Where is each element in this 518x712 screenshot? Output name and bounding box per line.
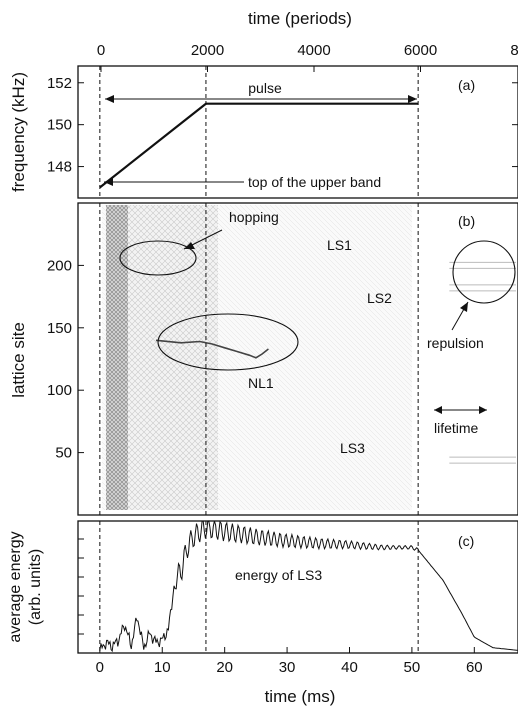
- ls3-label: LS3: [340, 440, 365, 456]
- repulsion-circle: [452, 240, 516, 304]
- panel-c-series: [99, 520, 518, 653]
- panel-b-frame: [77, 202, 518, 516]
- repulsion-arrowhead: [460, 302, 468, 312]
- band-label: top of the upper band: [248, 174, 381, 190]
- panel-a-ylabel: frequency (kHz): [9, 72, 28, 192]
- hopping-ellipse: [119, 240, 197, 276]
- ls1-label: LS1: [327, 237, 352, 253]
- panel-a-frame: [77, 65, 518, 199]
- panel-c: average energy (arb. units) 0 10 20 30 40 50 6…: [7, 520, 518, 706]
- a-ytick-label: 148: [47, 159, 72, 176]
- pulse-arrowhead-right: [408, 95, 417, 103]
- top-tick-label: 6000: [404, 42, 437, 59]
- a-ytick-label: 152: [47, 75, 72, 92]
- panel-b-localized-states: [131, 261, 516, 464]
- panel-a-ticks: 148 150 152: [47, 75, 518, 176]
- panel-b-label: (b): [458, 213, 475, 229]
- a-ytick-label: 150: [47, 117, 72, 134]
- panel-b-ticks: 50 100 150 200: [47, 257, 84, 462]
- pulse-label: pulse: [248, 80, 282, 96]
- c-xtick-label: 50: [404, 659, 421, 676]
- ls2-label: LS2: [367, 290, 392, 306]
- energy-label: energy of LS3: [235, 567, 322, 583]
- lifetime-arrowhead-left: [434, 406, 442, 414]
- nl1-trajectory: [155, 339, 269, 359]
- top-tick-label: 0: [97, 42, 105, 59]
- top-axis-title: time (periods): [248, 9, 352, 28]
- c-xtick-label: 0: [96, 659, 104, 676]
- b-ytick-label: 150: [47, 320, 72, 337]
- panel-a-label: (a): [458, 77, 475, 93]
- panel-c-xlabel: time (ms): [265, 687, 336, 706]
- c-xtick-label: 30: [279, 659, 296, 676]
- c-xtick-label: 40: [341, 659, 358, 676]
- c-xtick-label: 10: [154, 659, 171, 676]
- top-tick-label: 2000: [191, 42, 224, 59]
- top-axis-ticks: 0 2000 4000 6000 8000: [97, 42, 518, 72]
- c-xtick-label: 20: [216, 659, 233, 676]
- panel-c-frame: [77, 520, 518, 654]
- panel-b-ylabel: lattice site: [9, 322, 28, 398]
- b-ytick-label: 50: [55, 445, 72, 462]
- hopping-arrowhead: [184, 242, 195, 249]
- energy-line: [99, 520, 518, 653]
- panel-b: 50 100 150 200 lattice site (b) hopping NL1…: [9, 202, 518, 516]
- nl1-label: NL1: [248, 375, 274, 391]
- c-xtick-label: 60: [466, 659, 483, 676]
- panel-a: frequency (kHz) 148 150 152 (a) pulse top …: [9, 65, 518, 199]
- panel-b-texture-dense: [106, 205, 128, 510]
- nl1-ellipse: [157, 313, 299, 371]
- panel-c-ticks: 0 10 20 30 40 50 60: [78, 538, 483, 676]
- top-tick-label: 8000: [510, 42, 518, 59]
- panel-c-label: (c): [458, 533, 474, 549]
- b-ytick-label: 200: [47, 257, 72, 274]
- top-tick-label: 4000: [297, 42, 330, 59]
- lifetime-label: lifetime: [434, 420, 479, 436]
- time-markers: [99, 66, 419, 653]
- lifetime-arrowhead-right: [479, 406, 487, 414]
- pulse-arrowhead-left: [105, 95, 114, 103]
- panel-c-ylabel-units: (arb. units): [27, 549, 44, 625]
- panel-c-ylabel: average energy: [7, 531, 24, 642]
- b-ytick-label: 100: [47, 382, 72, 399]
- hopping-label: hopping: [229, 209, 279, 225]
- band-arrowhead: [104, 178, 113, 186]
- repulsion-label: repulsion: [427, 335, 484, 351]
